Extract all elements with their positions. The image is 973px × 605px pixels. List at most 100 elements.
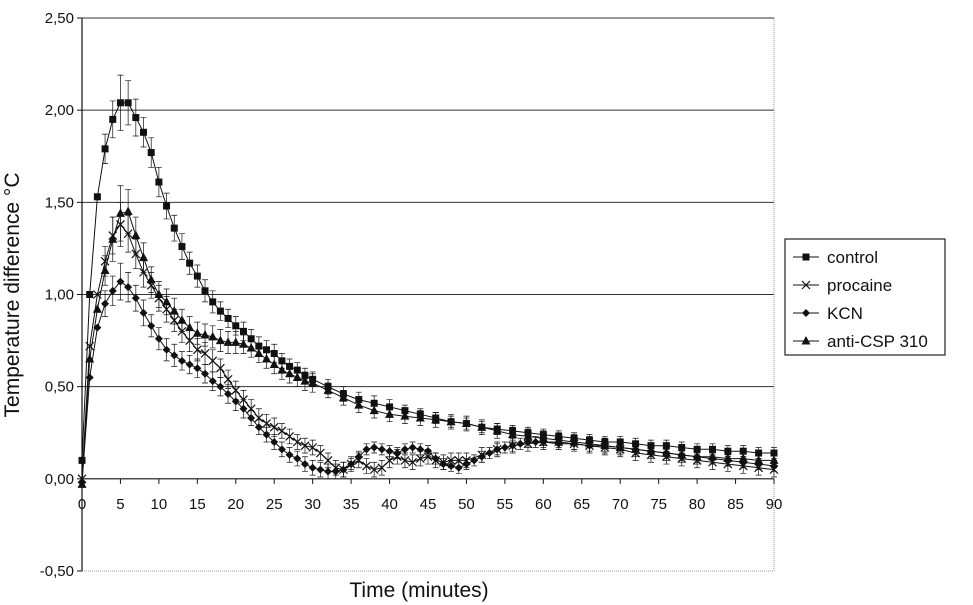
data-point bbox=[115, 208, 125, 217]
data-point bbox=[116, 99, 124, 107]
series-anti-csp-310 bbox=[77, 185, 779, 488]
data-point bbox=[477, 422, 487, 431]
data-point bbox=[369, 405, 379, 415]
data-point bbox=[424, 447, 432, 456]
data-point bbox=[415, 454, 425, 463]
data-point bbox=[377, 463, 387, 473]
data-point bbox=[277, 426, 287, 436]
data-point bbox=[285, 368, 295, 378]
data-point bbox=[470, 456, 479, 465]
data-point bbox=[262, 430, 271, 439]
data-point bbox=[431, 414, 441, 424]
data-point bbox=[185, 322, 195, 332]
data-point bbox=[254, 348, 264, 357]
y-axis-title: Temperature difference °C bbox=[1, 173, 24, 418]
data-point bbox=[239, 327, 247, 335]
data-point bbox=[86, 291, 94, 298]
data-point bbox=[162, 296, 172, 306]
legend-marker bbox=[802, 309, 810, 317]
x-tick-label: 15 bbox=[189, 496, 206, 513]
legend-marker bbox=[802, 253, 810, 261]
data-point bbox=[446, 416, 456, 426]
data-point bbox=[231, 385, 241, 395]
data-point bbox=[216, 382, 225, 391]
data-point bbox=[224, 390, 233, 399]
data-point bbox=[193, 364, 202, 373]
legend-entries: control procaine KCN anti-CSP 310 bbox=[793, 248, 928, 351]
data-point bbox=[516, 439, 525, 448]
data-point bbox=[201, 369, 210, 378]
data-point bbox=[177, 356, 186, 365]
y-tick-label: 2,00 bbox=[45, 102, 74, 119]
data-point bbox=[93, 193, 101, 201]
data-point bbox=[324, 467, 333, 476]
data-point bbox=[162, 345, 171, 354]
data-point bbox=[323, 455, 333, 465]
legend-item-procaine: procaine bbox=[793, 276, 892, 295]
data-point bbox=[631, 444, 641, 453]
x-tick-label: 10 bbox=[151, 496, 168, 513]
data-point bbox=[246, 342, 256, 352]
data-point bbox=[500, 443, 509, 452]
x-axis-title: Time (minutes) bbox=[349, 579, 488, 602]
data-point bbox=[584, 438, 594, 448]
data-point bbox=[477, 452, 486, 461]
data-point bbox=[646, 446, 656, 455]
data-point bbox=[308, 443, 318, 452]
x-tick-label: 55 bbox=[497, 496, 514, 513]
data-point bbox=[738, 453, 748, 463]
data-point bbox=[270, 349, 278, 357]
data-point bbox=[285, 450, 294, 459]
y-tick-label: 2,50 bbox=[45, 10, 74, 27]
x-tick-label: 50 bbox=[458, 496, 475, 513]
data-point bbox=[262, 354, 272, 363]
data-point bbox=[238, 339, 248, 348]
data-point bbox=[109, 115, 117, 123]
data-point bbox=[154, 334, 163, 343]
data-point bbox=[78, 456, 86, 464]
legend-item-control: control bbox=[793, 248, 878, 267]
y-tick-label: 1,50 bbox=[45, 194, 74, 211]
data-point bbox=[347, 460, 356, 469]
data-point bbox=[754, 455, 764, 464]
data-point bbox=[362, 461, 371, 471]
legend-label: procaine bbox=[827, 276, 892, 295]
x-tick-label: 35 bbox=[343, 496, 360, 513]
data-point bbox=[400, 455, 410, 465]
legend-box bbox=[784, 238, 946, 356]
data-point bbox=[223, 374, 233, 384]
data-point bbox=[193, 272, 201, 280]
data-point bbox=[277, 445, 286, 454]
data-point bbox=[155, 178, 163, 186]
data-point bbox=[661, 448, 671, 457]
legend-marker bbox=[801, 280, 811, 290]
data-point bbox=[331, 467, 340, 476]
data-point bbox=[338, 392, 348, 402]
x-tick-label: 65 bbox=[573, 496, 590, 513]
series-group bbox=[77, 74, 779, 488]
data-point bbox=[247, 414, 256, 423]
data-point bbox=[147, 321, 156, 330]
data-point bbox=[292, 437, 302, 447]
data-point bbox=[308, 463, 317, 472]
data-point bbox=[132, 114, 140, 122]
x-tick-label: 45 bbox=[420, 496, 437, 513]
data-point bbox=[769, 455, 779, 464]
data-point bbox=[408, 443, 417, 452]
data-point bbox=[262, 419, 271, 428]
data-point bbox=[508, 441, 517, 450]
data-point bbox=[154, 289, 164, 298]
y-tick-label: -0,50 bbox=[40, 563, 74, 580]
data-point bbox=[192, 328, 202, 337]
x-tick-label: 20 bbox=[227, 496, 244, 513]
data-point bbox=[554, 435, 564, 444]
data-point bbox=[277, 365, 287, 374]
x-tick-label: 80 bbox=[689, 496, 706, 513]
data-point bbox=[215, 335, 225, 345]
data-point bbox=[293, 454, 302, 463]
data-point bbox=[146, 274, 156, 284]
data-point bbox=[216, 307, 224, 315]
data-point bbox=[116, 277, 125, 286]
data-point bbox=[492, 425, 502, 435]
data-point bbox=[538, 433, 548, 442]
